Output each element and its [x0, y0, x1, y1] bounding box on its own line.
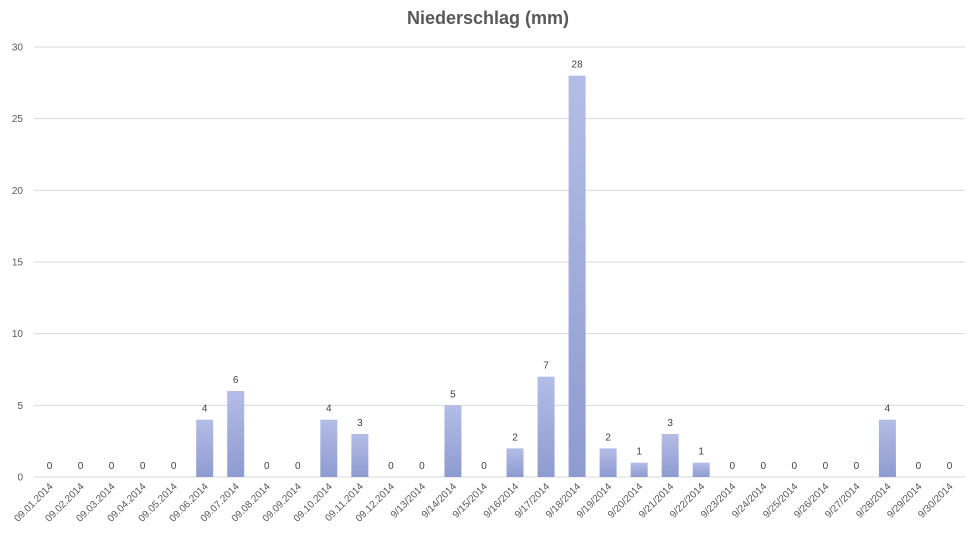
- data-label: 6: [233, 375, 239, 386]
- data-labels: 0 0 0 0 0 4 6 0 0 4 3 0 0 5 0 2 7 28 2 1 3 1 0 0 0 0 0 4 0 0: [47, 60, 953, 472]
- data-label: 0: [264, 461, 270, 472]
- x-axis-ticks: 09.01.201409.02.201409.03.201409.04.2014…: [12, 481, 955, 524]
- bar: [506, 448, 524, 477]
- bar: [444, 405, 462, 477]
- data-label: 0: [47, 461, 53, 472]
- data-label: 5: [450, 389, 456, 400]
- y-tick-label: 20: [12, 186, 24, 197]
- bar: [537, 376, 555, 477]
- bar: [196, 419, 214, 477]
- data-label: 28: [572, 60, 584, 71]
- data-label: 0: [388, 461, 394, 472]
- data-label: 4: [885, 404, 891, 415]
- data-label: 0: [947, 461, 953, 472]
- bar: [320, 419, 338, 477]
- data-label: 0: [140, 461, 146, 472]
- bar: [599, 448, 617, 477]
- gridlines: [34, 46, 965, 478]
- data-label: 1: [636, 447, 642, 458]
- data-label: 0: [171, 461, 177, 472]
- y-tick-label: 15: [12, 258, 24, 269]
- data-label: 0: [109, 461, 115, 472]
- bar: [661, 434, 679, 477]
- y-tick-label: 25: [12, 114, 24, 125]
- bar: [227, 391, 245, 477]
- data-label: 4: [202, 404, 208, 415]
- data-label: 0: [419, 461, 425, 472]
- data-label: 0: [78, 461, 84, 472]
- data-label: 1: [698, 447, 704, 458]
- data-label: 0: [854, 461, 860, 472]
- y-tick-label: 10: [12, 329, 24, 340]
- y-tick-label: 0: [17, 473, 23, 484]
- y-tick-label: 5: [17, 401, 23, 412]
- data-label: 0: [916, 461, 922, 472]
- bars: [196, 75, 896, 478]
- data-label: 0: [761, 461, 767, 472]
- y-axis-ticks: 0 5 10 15 20 25 30: [12, 43, 24, 484]
- bar: [630, 462, 648, 477]
- data-label: 4: [326, 404, 332, 415]
- data-label: 2: [605, 432, 611, 443]
- data-label: 0: [792, 461, 798, 472]
- data-label: 0: [295, 461, 301, 472]
- data-label: 0: [481, 461, 487, 472]
- bar: [351, 434, 369, 477]
- data-label: 3: [667, 418, 673, 429]
- data-label: 0: [729, 461, 735, 472]
- chart-title: Niederschlag (mm): [407, 8, 569, 28]
- data-label: 7: [543, 361, 549, 372]
- y-tick-label: 30: [12, 43, 24, 54]
- data-label: 3: [357, 418, 363, 429]
- bar: [692, 462, 710, 477]
- bar: [568, 75, 586, 478]
- data-label: 2: [512, 432, 518, 443]
- bar: [878, 419, 896, 477]
- data-label: 0: [823, 461, 829, 472]
